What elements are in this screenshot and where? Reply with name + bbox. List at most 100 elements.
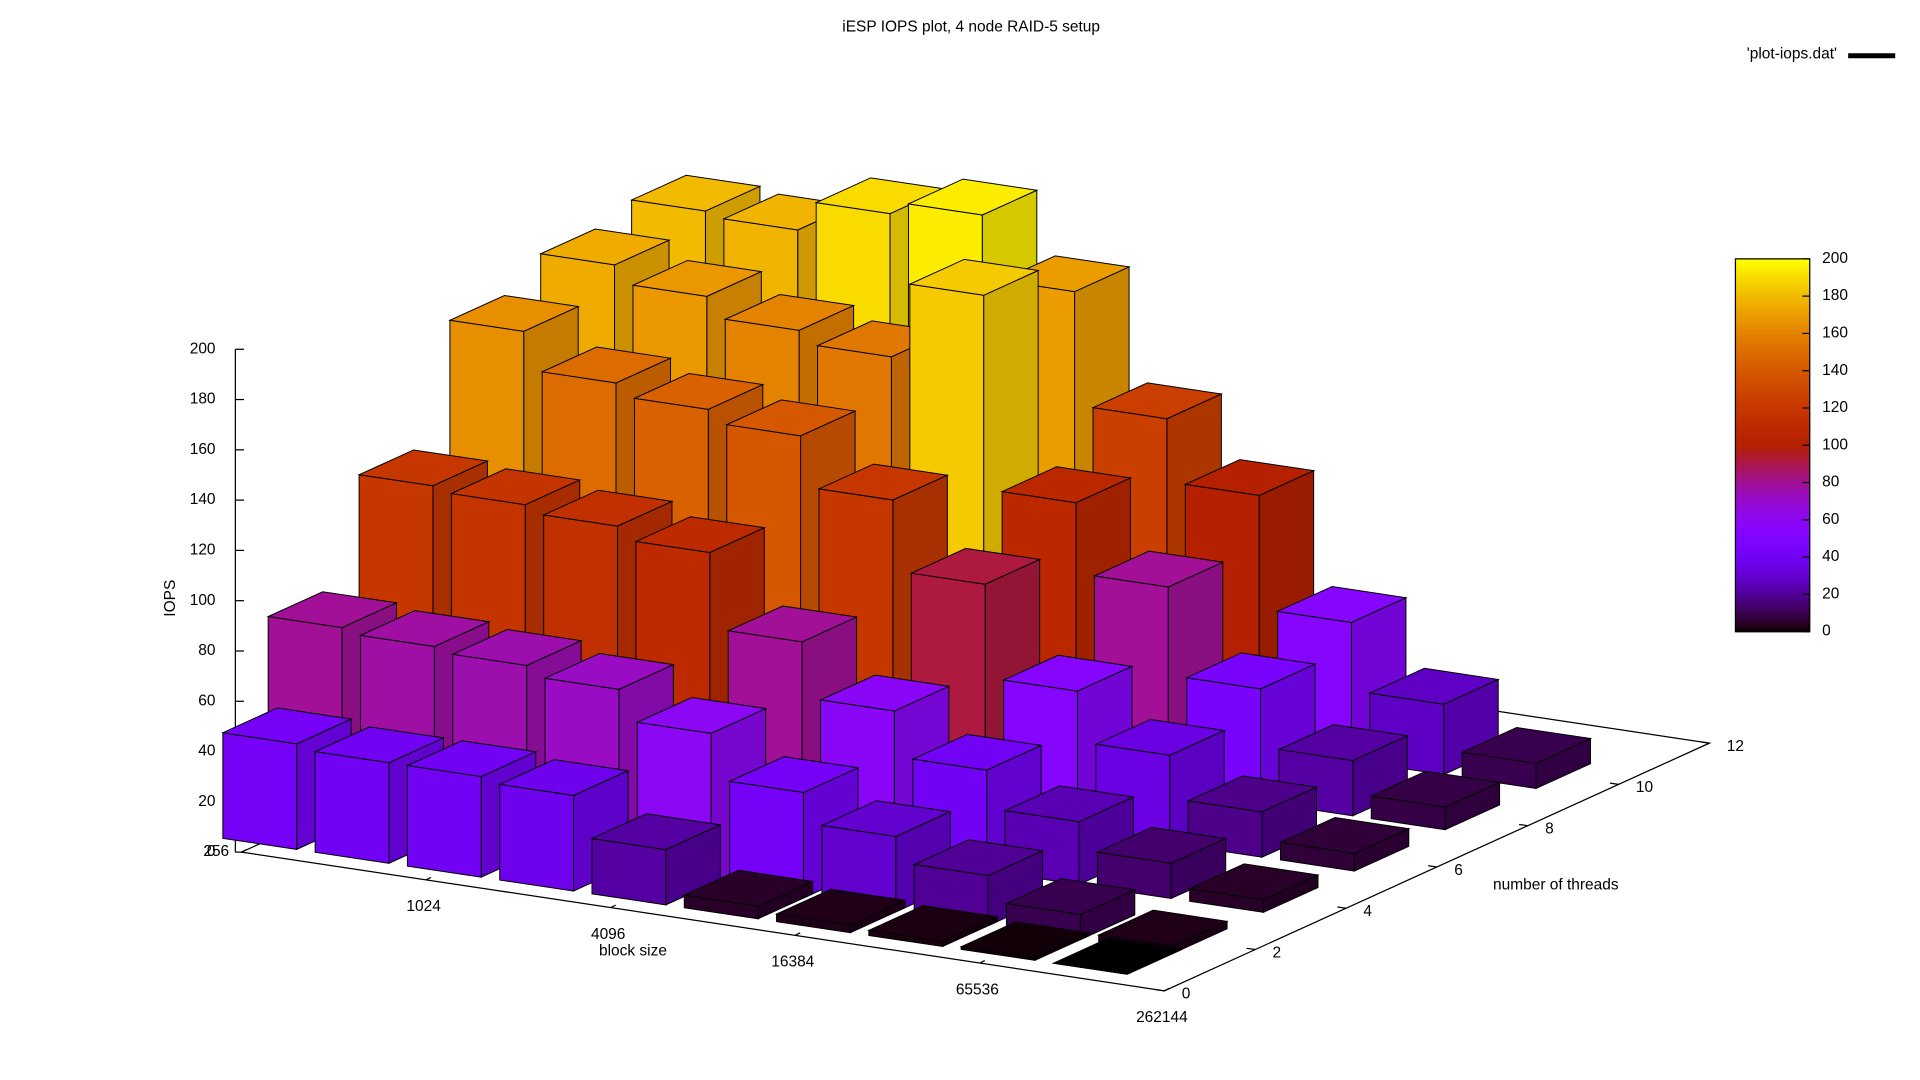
bar-top [1000,466,1133,504]
y-tick [1337,906,1347,909]
z-tick-label: 160 [190,441,216,458]
bar-top [820,800,952,838]
bar-top [266,591,399,629]
z-tick-label: 180 [190,391,216,408]
colorbar-step [1735,307,1810,312]
bar-top [1095,826,1228,864]
colorbar-step [1735,523,1810,528]
colorbar-tick-label: 20 [1822,585,1839,602]
colorbar-step [1735,262,1810,267]
y-tick [1155,988,1165,992]
bar-top [632,373,765,410]
colorbar-step [1735,374,1810,379]
colorbar-step [1735,393,1810,398]
colorbar-step [1735,415,1810,420]
bar-top [221,707,353,745]
colorbar-step [1735,553,1810,558]
colorbar-step [1735,542,1810,547]
bar-top [448,295,580,332]
bar-top [867,905,999,943]
colorbar-step [1735,471,1810,476]
bar-top [451,629,583,666]
bar [590,813,723,906]
bar-top [1003,785,1136,823]
colorbar-step [1735,512,1810,517]
colorbar-step [1735,590,1810,595]
x-axis-label: block size [599,942,667,959]
colorbar-step [1735,400,1810,405]
colorbar-step [1735,337,1810,342]
colorbar-tick-label: 40 [1822,548,1839,565]
colorbar-step [1735,311,1810,316]
colorbar-step [1735,616,1810,622]
colorbar-step [1735,583,1810,588]
colorbar-step [1735,467,1810,472]
colorbar-step [1735,497,1810,502]
x-tick-label: 1024 [406,898,441,915]
bar-top [911,733,1043,771]
bar-top [313,726,446,764]
bar-top [543,652,676,690]
colorbar-step [1735,475,1810,480]
colorbar-step [1735,430,1810,435]
colorbar-step [1735,538,1810,543]
colorbar-step [1735,456,1810,461]
colorbar-step [1735,422,1810,428]
bar-front [222,732,298,850]
y-tick [1518,823,1528,827]
colorbar-step [1735,605,1810,610]
x-tick [1164,987,1170,992]
z-tick-label: 60 [198,692,215,709]
colorbar-step [1735,325,1810,331]
x-tick-label: 65536 [956,981,999,998]
bar-top [1277,724,1410,762]
bar-top [727,756,860,794]
bar [1003,785,1136,886]
colorbar-tick-label: 180 [1822,287,1848,304]
colorbar-step [1735,527,1810,532]
bar-top [1092,550,1225,588]
colorbar-step [1735,441,1810,446]
bar-top [631,259,764,297]
y-tick-label: 8 [1545,820,1554,837]
bar-top [358,610,491,648]
colorbar-tick-label: 60 [1822,511,1839,528]
colorbar-step [1735,329,1810,335]
colorbar-step [1735,381,1810,387]
colorbar-step [1735,482,1810,487]
x-tick [794,932,801,936]
colorbar-tick-label: 80 [1822,474,1839,491]
colorbar-step [1735,557,1810,562]
bar [912,839,1045,927]
x-tick [425,876,432,881]
colorbar-step [1735,426,1810,431]
colorbar-step [1735,296,1810,301]
bar-top [405,740,538,778]
y-tick [1609,782,1619,786]
bar-front [406,764,482,878]
bar-top [1186,775,1319,813]
bar-top [634,516,767,554]
colorbar-step [1735,545,1810,551]
bar-top [357,449,490,487]
bar [1051,937,1184,975]
legend-label: 'plot-iops.dat' [1747,46,1837,63]
colorbar-step [1735,284,1810,290]
bar-top [449,468,582,506]
bar-top [1183,459,1316,496]
z-tick-label: 100 [190,592,216,609]
z-tick-label: 140 [190,491,216,508]
colorbar-tick-label: 100 [1822,436,1848,453]
bar-top [908,258,1040,296]
y-tick-label: 2 [1273,944,1282,961]
bar-top [726,605,859,643]
bar-top [1004,878,1137,916]
bar-top [538,228,671,266]
bar-top [540,346,673,384]
bar-top [1184,652,1317,690]
colorbar-step [1735,504,1810,510]
colorbar-step [1735,460,1810,465]
colorbar-step [1735,572,1810,577]
